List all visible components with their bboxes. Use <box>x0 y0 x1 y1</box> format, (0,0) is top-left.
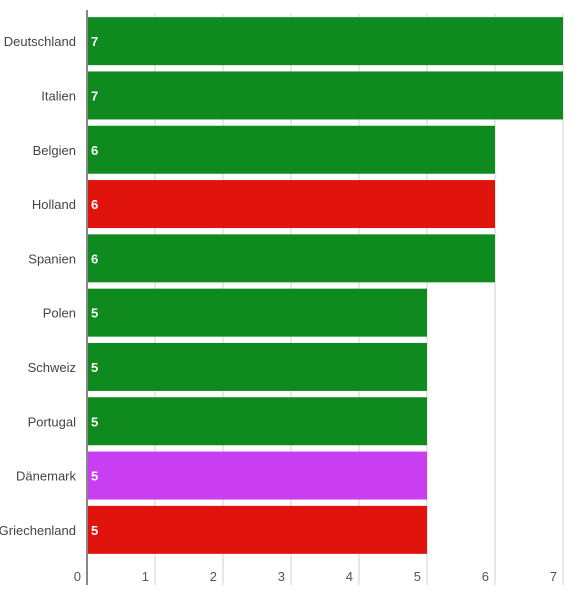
bar <box>87 505 427 554</box>
x-tick-label: 2 <box>210 569 217 584</box>
category-label: Italien <box>41 88 76 103</box>
bars: 7 7 6 6 6 5 5 5 5 5 <box>87 17 563 554</box>
x-tick-label: 0 <box>74 569 81 584</box>
category-label: Schweiz <box>28 360 76 375</box>
bar <box>87 342 427 391</box>
x-tick-label: 7 <box>550 569 557 584</box>
data-label: 5 <box>91 414 98 429</box>
x-tick-label: 6 <box>482 569 489 584</box>
bar <box>87 125 495 174</box>
bar <box>87 234 495 283</box>
category-label: Portugal <box>28 414 77 429</box>
data-label: 7 <box>91 88 98 103</box>
category-label: Griechenland <box>0 523 76 538</box>
bar <box>87 397 427 446</box>
data-label: 5 <box>91 469 98 484</box>
category-label: Spanien <box>28 251 76 266</box>
category-label: Holland <box>32 197 76 212</box>
data-label: 6 <box>91 251 98 266</box>
x-tick-label: 3 <box>278 569 285 584</box>
data-label: 5 <box>91 523 98 538</box>
category-label: Deutschland <box>4 34 76 49</box>
data-label: 6 <box>91 197 98 212</box>
bar <box>87 180 495 229</box>
bar <box>87 288 427 337</box>
data-label: 6 <box>91 143 98 158</box>
bar <box>87 17 563 66</box>
axes: 0 1 2 3 4 5 6 7 Deutschland Italien Belgien Holland… <box>0 10 557 585</box>
data-label: 7 <box>91 34 98 49</box>
category-label: Dänemark <box>16 469 76 484</box>
bar <box>87 71 563 120</box>
bar <box>87 451 427 500</box>
x-tick-label: 5 <box>414 569 421 584</box>
category-label: Belgien <box>33 143 76 158</box>
category-label: Polen <box>43 306 76 321</box>
x-tick-label: 4 <box>346 569 353 584</box>
x-tick-label: 1 <box>142 569 149 584</box>
data-label: 5 <box>91 306 98 321</box>
data-label: 5 <box>91 360 98 375</box>
